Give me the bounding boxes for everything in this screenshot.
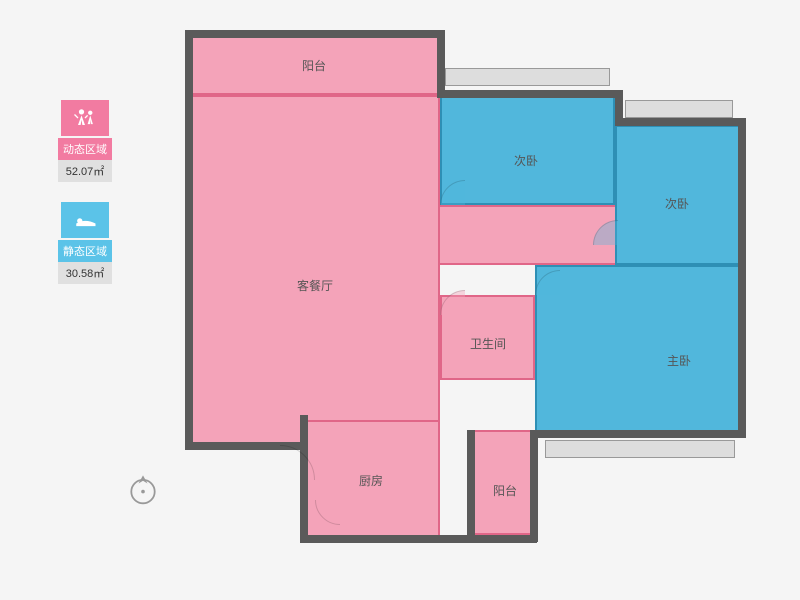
room-bedroom-master: 主卧 bbox=[535, 265, 740, 435]
legend-dynamic: 动态区域 52.07㎡ bbox=[55, 100, 115, 182]
wall-segment bbox=[738, 118, 746, 438]
sleeping-icon bbox=[71, 208, 99, 232]
static-zone-icon bbox=[61, 202, 109, 238]
wall-segment bbox=[467, 430, 475, 542]
window bbox=[445, 68, 610, 86]
wall-segment bbox=[300, 535, 445, 543]
room-bedroom-2b: 次卧 bbox=[615, 125, 740, 265]
wall-segment bbox=[530, 430, 745, 438]
room-balcony-bottom: 阳台 bbox=[473, 430, 535, 535]
wall-segment bbox=[615, 118, 745, 126]
wall-segment bbox=[467, 535, 537, 543]
room-balcony-top: 阳台 bbox=[190, 30, 440, 95]
wall-segment bbox=[185, 30, 445, 38]
floor-plan: 阳台客餐厅卫生间厨房阳台次卧次卧主卧 bbox=[185, 30, 755, 560]
room-label-living-dining: 客餐厅 bbox=[297, 277, 333, 294]
room-label-bathroom: 卫生间 bbox=[470, 335, 506, 352]
room-label-kitchen: 厨房 bbox=[359, 472, 383, 489]
compass-icon bbox=[125, 470, 161, 506]
legend-static: 静态区域 30.58㎡ bbox=[55, 202, 115, 284]
legend-dynamic-label: 动态区域 bbox=[58, 138, 112, 160]
window bbox=[625, 100, 733, 118]
legend: 动态区域 52.07㎡ 静态区域 30.58㎡ bbox=[55, 100, 115, 304]
legend-dynamic-value: 52.07㎡ bbox=[58, 160, 112, 182]
room-label-bedroom-2a: 次卧 bbox=[514, 152, 538, 169]
room-label-bedroom-2b: 次卧 bbox=[665, 195, 689, 212]
wall-segment bbox=[530, 430, 538, 542]
window bbox=[545, 440, 735, 458]
room-label-balcony-bottom: 阳台 bbox=[493, 482, 517, 499]
room-kitchen: 厨房 bbox=[305, 420, 440, 540]
wall-segment bbox=[185, 30, 193, 448]
wall-segment bbox=[437, 30, 445, 98]
legend-static-value: 30.58㎡ bbox=[58, 262, 112, 284]
room-bedroom-2a: 次卧 bbox=[440, 95, 615, 205]
dynamic-zone-icon bbox=[61, 100, 109, 136]
room-living-dining: 客餐厅 bbox=[190, 95, 440, 445]
legend-static-label: 静态区域 bbox=[58, 240, 112, 262]
room-label-bedroom-master: 主卧 bbox=[667, 352, 691, 369]
room-label-balcony-top: 阳台 bbox=[302, 57, 326, 74]
wall-segment bbox=[437, 90, 622, 98]
room-living-ext bbox=[438, 205, 618, 265]
people-icon bbox=[71, 106, 99, 130]
